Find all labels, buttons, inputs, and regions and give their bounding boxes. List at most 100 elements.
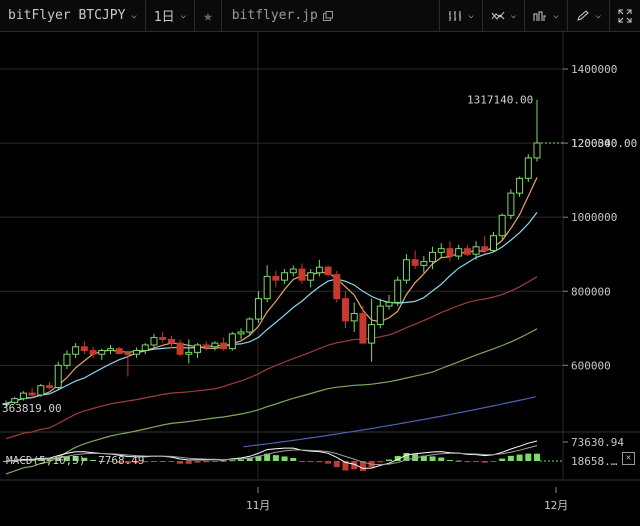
candle-body <box>420 261 428 266</box>
candle-body <box>489 235 497 252</box>
chevron-down-icon: ⌵ <box>595 10 601 21</box>
candle-body <box>246 318 254 333</box>
macd-histogram-bar <box>168 461 175 462</box>
price-chart[interactable]: 600000 800000 1000000 1200000 1400000 73630.… <box>0 32 640 526</box>
macd-histogram-bar <box>325 461 332 464</box>
time-tick-label: 12月 <box>544 499 568 512</box>
time-axis[interactable]: 11月 12月 <box>246 487 568 512</box>
high-price-label: 1317140.00 <box>467 94 533 107</box>
favorite-button[interactable]: ★ <box>195 0 222 31</box>
macd-histogram-bar <box>238 459 245 461</box>
candle-body <box>237 331 245 335</box>
low-price-label: 363819.00 <box>2 402 62 415</box>
macd-histogram-bar <box>185 461 192 464</box>
ma-short-line <box>5 212 538 405</box>
chevron-down-icon: ⌵ <box>131 10 137 21</box>
macd-histogram-bar <box>307 461 314 463</box>
candle-body <box>133 350 141 355</box>
candle-body <box>115 348 123 354</box>
macd-histogram-bar <box>333 461 340 468</box>
candle-body <box>263 275 271 300</box>
macd-histogram-bar <box>386 459 393 461</box>
price-tick-label: 1400000 <box>571 63 617 76</box>
draw-tool-button[interactable]: ⌵ <box>568 0 610 31</box>
candle-body <box>254 298 262 320</box>
indicator-icon <box>491 11 505 20</box>
chevron-down-icon: ⌵ <box>180 10 187 21</box>
bars-icon <box>449 10 462 21</box>
fullscreen-button[interactable] <box>610 0 640 31</box>
macd-histogram-bar <box>90 459 97 461</box>
macd-histogram-bar <box>464 461 471 463</box>
close-icon[interactable]: ✕ <box>622 452 635 465</box>
macd-histogram-bar <box>98 460 105 462</box>
macd-panel: 73630.94 18658.… <box>3 436 624 471</box>
candle-body <box>533 142 541 159</box>
candle-body <box>289 268 297 274</box>
candle-body <box>46 385 54 389</box>
macd-histogram-bar <box>446 459 453 461</box>
macd-histogram-bar <box>316 461 323 463</box>
site-label: bitflyer.jp <box>231 8 318 23</box>
candle-body <box>89 350 97 355</box>
macd-histogram-bar <box>220 461 227 462</box>
candle-body <box>167 338 175 344</box>
macd-histogram-bar <box>203 461 210 463</box>
candle-body <box>368 324 376 344</box>
compare-button[interactable]: ⌵ <box>525 0 568 31</box>
price-tick-label: 1200000 <box>571 137 617 150</box>
macd-axis-label: 73630.94 <box>571 436 624 449</box>
macd-histogram-bar <box>72 456 79 461</box>
macd-histogram-bar <box>525 453 532 461</box>
price-tick-label: 600000 <box>571 359 611 372</box>
macd-histogram-bar <box>81 457 88 461</box>
candle-body <box>307 272 315 281</box>
candle-body <box>98 350 106 355</box>
macd-line <box>5 440 538 469</box>
macd-histogram-bar <box>499 458 506 461</box>
macd-histogram-bar <box>298 461 305 462</box>
macd-histogram-bar <box>290 458 297 461</box>
candle-body <box>37 385 45 396</box>
indicators-button[interactable]: ⌵ <box>483 0 526 31</box>
interval-selector[interactable]: 1日 ⌵ <box>146 0 196 31</box>
symbol-label: bitFlyer BTCJPY <box>8 8 126 23</box>
signal-line <box>5 445 538 466</box>
chart-toolbar: bitFlyer BTCJPY ⌵ 1日 ⌵ ★ bitflyer.jp ⌵ ⌵… <box>0 0 640 32</box>
candle-body <box>194 344 202 353</box>
candlesticks <box>2 99 541 408</box>
price-tick-label: 1000000 <box>571 211 617 224</box>
price-axis[interactable]: 600000 800000 1000000 1200000 1400000 <box>563 63 617 372</box>
candle-body <box>124 352 132 355</box>
macd-histogram-bar <box>107 461 114 462</box>
macd-axis-label: 18658.… <box>571 455 618 468</box>
site-link[interactable]: bitflyer.jp <box>222 0 343 31</box>
macd-histogram-bar <box>150 461 157 462</box>
candle-body <box>315 266 323 274</box>
chart-type-button[interactable]: ⌵ <box>439 0 483 31</box>
ma-slowest-line <box>243 396 536 448</box>
candle-body <box>159 337 167 340</box>
candle-body <box>72 346 80 355</box>
macd-legend: MACD(5,10,5) 7768.49 <box>6 454 144 467</box>
candle-body <box>455 248 463 257</box>
candle-body <box>376 305 384 326</box>
macd-histogram-bar <box>516 454 523 461</box>
candle-body <box>516 177 524 194</box>
macd-histogram-bar <box>403 452 410 461</box>
candle-body <box>63 353 71 366</box>
candle-body <box>298 268 306 281</box>
grid-lines <box>0 32 640 481</box>
macd-histogram-bar <box>429 456 436 461</box>
macd-histogram-bar <box>116 461 123 463</box>
candle-body <box>498 214 506 237</box>
macd-histogram-bar <box>507 455 514 461</box>
time-tick-label: 11月 <box>246 499 270 512</box>
candle-body <box>402 259 410 281</box>
macd-histogram-bar <box>159 461 166 462</box>
candle-body <box>19 392 27 400</box>
compare-icon <box>533 11 547 21</box>
candle-body <box>2 402 10 405</box>
symbol-selector[interactable]: bitFlyer BTCJPY ⌵ <box>0 0 146 31</box>
price-labels: 1317140.00 1200340.00 363819.00 <box>2 94 637 415</box>
